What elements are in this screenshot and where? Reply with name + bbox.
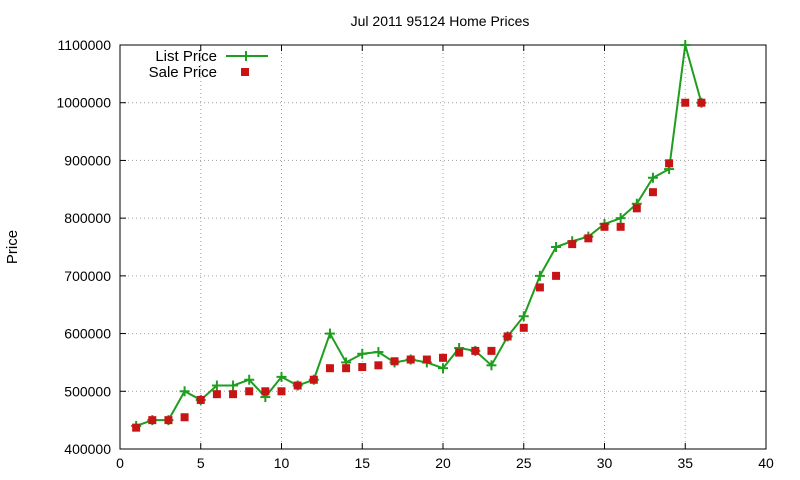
sale-price-point <box>196 395 205 404</box>
y-tick-label: 1000000 <box>56 95 111 111</box>
sale-price-point <box>261 387 270 396</box>
list-price-point <box>438 363 448 374</box>
y-tick-label: 700000 <box>64 268 111 284</box>
list-price-line <box>135 44 703 427</box>
series-group <box>131 40 707 432</box>
list-price-point <box>244 374 255 385</box>
sale-price-point <box>519 323 528 332</box>
legend-label: List Price <box>155 48 217 65</box>
y-tick-label: 900000 <box>64 152 111 168</box>
sale-price-point <box>616 222 625 231</box>
sale-price-point <box>439 353 447 362</box>
y-axis-label: Price <box>4 230 21 264</box>
sale-price-point <box>665 159 674 168</box>
sale-price-point <box>406 355 415 364</box>
list-price-point <box>324 328 335 339</box>
chart-title: Jul 2011 95124 Home Prices <box>351 13 530 29</box>
x-tick-label: 40 <box>758 455 774 471</box>
sale-price-point <box>164 416 173 425</box>
list-price-point <box>486 360 497 371</box>
list-price-point <box>551 242 562 252</box>
sale-price-point <box>568 240 577 249</box>
y-tick-label: 800000 <box>64 210 111 226</box>
sale-price-point <box>422 355 431 364</box>
sale-price-point <box>342 364 351 373</box>
sale-price-point <box>293 381 302 390</box>
sale-price-point <box>600 222 609 231</box>
list-price-point <box>211 380 222 391</box>
sale-price-point <box>245 387 254 396</box>
x-tick-label: 0 <box>116 455 124 471</box>
y-tick-label: 1100000 <box>58 37 112 53</box>
sale-price-point <box>584 234 593 243</box>
legend-square-swatch <box>241 68 249 76</box>
sale-price-point <box>229 390 238 399</box>
list-price-point <box>373 347 384 358</box>
x-tick-label: 30 <box>597 455 613 471</box>
x-tick-label: 10 <box>274 455 290 471</box>
sale-price-point <box>471 346 480 355</box>
list-price-point <box>179 386 190 397</box>
sale-price-point <box>503 332 512 341</box>
sale-price-point <box>325 364 334 373</box>
sale-price-point <box>309 375 318 384</box>
y-tick-label: 500000 <box>64 383 111 399</box>
sale-price-point <box>390 357 399 366</box>
sale-price-point <box>132 423 141 432</box>
sale-price-point <box>681 98 690 107</box>
x-tick-label: 15 <box>354 455 370 471</box>
x-tick-label: 35 <box>677 455 693 471</box>
sale-price-point <box>148 416 157 425</box>
x-tick-label: 5 <box>197 455 205 471</box>
list-price-point <box>276 371 287 382</box>
list-price-point <box>357 348 368 359</box>
y-tick-label: 600000 <box>64 326 111 342</box>
x-tick-label: 20 <box>435 455 451 471</box>
list-price-point <box>534 270 545 281</box>
sale-price-point <box>535 283 544 292</box>
sale-price-point <box>697 98 706 107</box>
sale-price-point <box>180 413 189 422</box>
list-price-point <box>228 380 239 391</box>
sale-price-point <box>212 390 221 399</box>
sale-price-point <box>277 387 286 396</box>
sale-price-point <box>648 188 657 197</box>
sale-price-point <box>374 361 383 370</box>
sale-price-point <box>632 204 641 213</box>
list-price-point <box>615 213 626 224</box>
x-tick-label: 25 <box>516 455 532 471</box>
list-price-point <box>647 172 658 183</box>
series-sale-price <box>132 98 706 432</box>
sale-price-point <box>487 346 496 355</box>
legend-label: Sale Price <box>149 64 217 81</box>
list-price-point <box>680 40 691 50</box>
list-price-point <box>518 311 529 322</box>
sale-price-point <box>358 363 367 372</box>
sale-price-point <box>552 271 561 280</box>
sale-price-point <box>455 348 464 357</box>
y-tick-label: 400000 <box>64 441 111 457</box>
axis-ticks: 0 5 10 15 20 25 30 35 40 400000 500000 600000 700000… <box>56 37 774 471</box>
series-list-price <box>131 40 707 431</box>
